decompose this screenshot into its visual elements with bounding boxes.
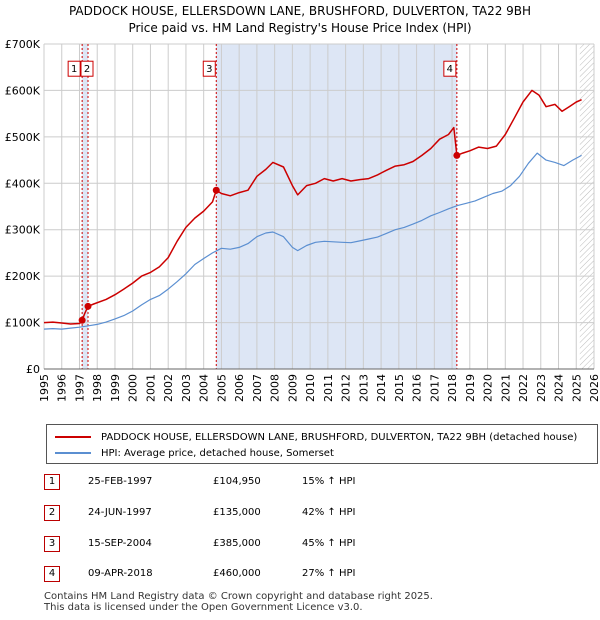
x-tick-label: 1995: [38, 374, 51, 402]
x-tick-label: 2009: [286, 374, 299, 402]
legend-hpi-label: HPI: Average price, detached house, Some…: [101, 447, 334, 459]
x-tick-label: 2008: [269, 374, 282, 402]
annotation-box: [443, 60, 457, 77]
annotation-label: 3: [206, 64, 212, 75]
x-tick-label: 2024: [553, 374, 566, 402]
footer-copyright: Contains HM Land Registry data © Crown c…: [44, 591, 433, 602]
transaction-price: £460,000: [213, 568, 261, 579]
x-tick-label: 2015: [393, 374, 406, 402]
legend-hpi-line-icon: [55, 452, 91, 454]
transaction-hpi-change: 42% ↑ HPI: [302, 507, 356, 518]
x-tick-label: 2018: [446, 374, 459, 402]
y-tick-label: £600K: [5, 84, 41, 97]
transaction-hpi-change: 27% ↑ HPI: [302, 568, 356, 579]
shaded-period: [216, 44, 457, 369]
footer: Contains HM Land Registry data © Crown c…: [44, 591, 433, 613]
legend-property-label: PADDOCK HOUSE, ELLERSDOWN LANE, BRUSHFOR…: [101, 431, 578, 443]
transaction-date: 24-JUN-1997: [88, 507, 152, 518]
x-tick-label: 2000: [127, 374, 140, 402]
transaction-number-badge: 2: [44, 505, 60, 521]
y-tick-label: £500K: [5, 131, 41, 144]
y-tick-label: £0: [26, 363, 40, 376]
x-tick-label: 2022: [517, 374, 530, 402]
x-tick-label: 1999: [109, 374, 122, 402]
table-row: 2 24-JUN-1997 £135,000 42% ↑ HPI: [40, 505, 460, 525]
chart-title-line-1: PADDOCK HOUSE, ELLERSDOWN LANE, BRUSHFOR…: [68, 4, 532, 18]
x-tick-label: 1996: [56, 374, 69, 402]
transaction-number-badge: 3: [44, 536, 60, 552]
x-tick-label: 2013: [357, 374, 370, 402]
annotation-label: 2: [84, 64, 90, 75]
annotation-box: [67, 60, 81, 77]
transaction-price: £135,000: [213, 507, 261, 518]
x-tick-label: 2010: [304, 374, 317, 402]
x-tick-label: 2004: [198, 374, 211, 402]
y-tick-label: £700K: [5, 38, 41, 51]
y-tick-label: £200K: [5, 270, 41, 283]
x-tick-label: 2025: [570, 374, 583, 402]
x-tick-label: 2017: [428, 374, 441, 402]
annotation-box: [202, 60, 216, 77]
transaction-hpi-change: 45% ↑ HPI: [302, 538, 356, 549]
legend-item-hpi: HPI: Average price, detached house, Some…: [55, 445, 334, 461]
x-tick-label: 2006: [233, 374, 246, 402]
legend-property-line-icon: [55, 436, 91, 438]
annotation-box: [80, 60, 94, 77]
hpi-series-line: [43, 152, 582, 330]
annotation-label: 1: [71, 64, 77, 75]
chart-title-line-2: Price paid vs. HM Land Registry's House …: [128, 21, 472, 35]
legend-item-property: PADDOCK HOUSE, ELLERSDOWN LANE, BRUSHFOR…: [55, 429, 577, 445]
x-tick-label: 2005: [215, 374, 228, 402]
x-tick-label: 2021: [499, 374, 512, 402]
footer-licence: This data is licensed under the Open Gov…: [44, 602, 363, 613]
x-tick-label: 2003: [180, 374, 193, 402]
price-chart: 1 2 3 4 £0 £100K £200K £300K £400K £500K £600K £700…: [5, 38, 600, 402]
x-tick-label: 1997: [73, 374, 86, 402]
x-tick-label: 2007: [251, 374, 264, 402]
future-hatch-region: [579, 44, 594, 369]
transaction-price: £104,950: [213, 476, 261, 487]
y-tick-label: £300K: [5, 224, 41, 237]
x-tick-label: 2020: [482, 374, 495, 402]
table-row: 1 25-FEB-1997 £104,950 15% ↑ HPI: [40, 474, 460, 494]
transaction-number-badge: 1: [44, 474, 60, 490]
x-tick-label: 2023: [535, 374, 548, 402]
sale-point: [453, 151, 461, 159]
x-tick-label: 2012: [340, 374, 353, 402]
y-tick-label: £400K: [5, 177, 41, 190]
x-tick-label: 2014: [375, 374, 388, 402]
x-tick-label: 1998: [91, 374, 104, 402]
x-tick-label: 2011: [322, 374, 335, 402]
sale-point: [84, 302, 92, 310]
legend: PADDOCK HOUSE, ELLERSDOWN LANE, BRUSHFOR…: [46, 424, 598, 464]
transaction-date: 09-APR-2018: [88, 568, 153, 579]
transaction-price: £385,000: [213, 538, 261, 549]
x-tick-label: 2026: [588, 374, 600, 402]
property-series-line: [43, 89, 582, 325]
table-row: 3 15-SEP-2004 £385,000 45% ↑ HPI: [40, 536, 460, 556]
transaction-number-badge: 4: [44, 566, 60, 582]
annotation-label: 4: [447, 64, 453, 75]
x-tick-label: 2002: [162, 374, 175, 402]
x-tick-label: 2016: [411, 374, 424, 402]
x-tick-label: 2001: [144, 374, 157, 402]
shaded-period: [82, 44, 88, 369]
sale-point: [212, 186, 220, 194]
transaction-date: 15-SEP-2004: [88, 538, 152, 549]
table-row: 4 09-APR-2018 £460,000 27% ↑ HPI: [40, 566, 460, 586]
y-tick-label: £100K: [5, 317, 41, 330]
transaction-date: 25-FEB-1997: [88, 476, 153, 487]
sale-point: [78, 316, 86, 324]
x-tick-label: 2019: [464, 374, 477, 402]
transaction-hpi-change: 15% ↑ HPI: [302, 476, 356, 487]
